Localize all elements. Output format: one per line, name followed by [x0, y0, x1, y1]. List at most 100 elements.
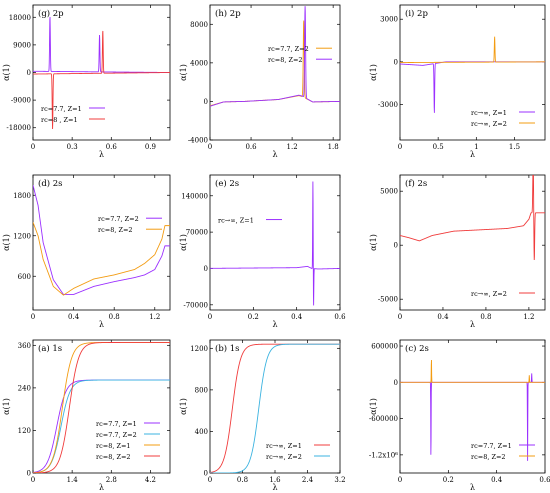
y-tick-label: -1.2x10⁶ [369, 451, 398, 459]
x-tick-label: 1.2 [523, 313, 534, 321]
y-axis-label: α(1) [2, 398, 11, 415]
chart-panel-i: 0 0.5 1 1.5 -3000 0 3000 λ α(1) (i) 2p rc→∞, Z=1 rc… [369, 4, 546, 159]
plot-frame [399, 339, 546, 474]
series-line [400, 61, 545, 113]
x-axis-label: λ [272, 150, 277, 159]
series-line [33, 30, 170, 130]
y-tick-label: -70000 [183, 301, 208, 309]
x-tick-label: 0.4 [491, 476, 503, 484]
legend-label: rc=8 , Z=1 [41, 116, 78, 124]
x-axis-label: λ [272, 320, 277, 329]
y-tick-label: 4000 [190, 59, 208, 67]
chart-title: (i) 2p [405, 8, 428, 19]
legend-label: rc→∞, Z=2 [266, 453, 302, 461]
chart-title: (c) 2s [405, 343, 429, 354]
x-axis-label: λ [470, 320, 475, 329]
plot-frame [399, 174, 546, 311]
y-tick-label: 1200 [190, 345, 208, 353]
y-tick-label: 9000 [13, 41, 31, 49]
chart-panel-b: 0 0.8 1.6 2.4 3.2 0 400 800 1200 λ α(1) (b) 1s rc→∞,… [179, 339, 346, 492]
x-tick-label: 1.6 [269, 476, 281, 484]
legend-label: rc=8, Z=2 [98, 226, 133, 234]
series-line [33, 222, 170, 296]
series-line [210, 181, 340, 306]
y-tick-label: 240 [18, 384, 31, 392]
chart-title: (b) 1s [215, 343, 240, 354]
y-tick-label: 0 [204, 470, 208, 478]
x-axis-label: λ [99, 150, 104, 159]
y-tick-label: 3000 [380, 16, 398, 24]
chart-panel-c: 0 0.2 0.4 0.6 -1.2x10⁶ -600000 0 600000 λ α(1) (c)… [369, 339, 550, 492]
legend-label: rc=7.7, Z=1 [471, 442, 512, 450]
y-tick-label: 0 [394, 58, 398, 66]
y-tick-label: -4000 [188, 137, 208, 145]
legend-label: rc=8, Z=2 [268, 56, 303, 64]
chart-title: (d) 2s [38, 178, 63, 189]
chart-panel-d: 0 0.4 0.8 1.2 600 1200 1800 λ α(1) (d) 2s rc=7.7, … [2, 174, 171, 329]
x-tick-label: 0.6 [539, 476, 550, 484]
plot-frame [32, 174, 171, 311]
x-tick-label: 0.4 [437, 313, 449, 321]
legend-label: rc→∞, Z=1 [471, 109, 507, 117]
y-tick-label: 1200 [13, 232, 31, 240]
x-tick-label: 2.8 [106, 476, 117, 484]
x-axis-label: λ [99, 320, 104, 329]
y-axis-label: α(1) [179, 398, 188, 415]
x-tick-label: 1.2 [287, 143, 298, 151]
chart-panel-a: 0 1.4 2.8 4.2 0 120 240 360 λ α(1) (a) 1s rc=7.7, Z… [2, 339, 171, 492]
y-tick-label: -18000 [6, 124, 31, 132]
x-tick-label: 0 [31, 476, 35, 484]
legend-label: rc=7.7, Z=2 [96, 431, 137, 439]
chart-panel-g: 0 0.3 0.6 0.9 -18000 -9000 0 9000 18000 λ α(1) (g) … [2, 4, 171, 159]
y-tick-label: 0 [394, 242, 398, 250]
x-axis-label: λ [470, 483, 475, 492]
y-tick-label: 8000 [190, 21, 208, 29]
y-tick-label: -3000 [378, 101, 398, 109]
legend-label: rc=7.7, Z=1 [41, 105, 82, 113]
x-tick-label: 1.2 [149, 313, 160, 321]
plot-frame [32, 339, 171, 474]
x-tick-label: 0.4 [68, 313, 80, 321]
x-tick-label: 0.3 [67, 143, 78, 151]
y-tick-label: 360 [18, 342, 31, 350]
y-tick-label: 600 [18, 273, 31, 281]
chart-title: (e) 2s [215, 178, 239, 189]
x-tick-label: 0.6 [334, 313, 346, 321]
y-axis-label: α(1) [369, 64, 378, 81]
x-tick-label: 0.2 [248, 313, 259, 321]
x-tick-label: 0.4 [291, 313, 303, 321]
y-tick-label: 0 [204, 98, 208, 106]
x-tick-label: 0 [398, 313, 402, 321]
x-axis-label: λ [99, 483, 104, 492]
legend-label: rc→∞, Z=1 [218, 217, 254, 225]
y-tick-label: 0 [27, 470, 31, 478]
x-tick-label: 0 [31, 313, 35, 321]
y-tick-label: -600000 [369, 415, 398, 423]
y-axis-label: α(1) [369, 398, 378, 415]
series-line [400, 360, 545, 383]
x-tick-label: 0.6 [106, 143, 118, 151]
x-tick-label: 0 [398, 476, 402, 484]
y-tick-label: 800 [195, 386, 208, 394]
x-tick-label: 0.6 [245, 143, 257, 151]
chart-title: (h) 2p [215, 8, 241, 19]
y-axis-label: α(1) [2, 234, 11, 251]
y-axis-label: α(1) [2, 64, 11, 81]
x-tick-label: 1.4 [67, 476, 79, 484]
y-tick-label: 0 [27, 69, 31, 77]
x-tick-label: 0.2 [443, 476, 454, 484]
x-axis-label: λ [470, 150, 475, 159]
plot-frame [399, 4, 546, 141]
y-tick-label: 0 [394, 379, 398, 387]
x-tick-label: 0.9 [145, 143, 156, 151]
legend-label: rc=7.7, Z=1 [96, 420, 137, 428]
series-line [210, 6, 340, 107]
x-tick-label: 1 [474, 143, 478, 151]
legend-label: rc→∞, Z=1 [266, 442, 302, 450]
y-tick-label: 1800 [13, 192, 31, 200]
chart-title: (a) 1s [38, 343, 62, 354]
x-tick-label: 2.4 [302, 476, 314, 484]
x-tick-label: 0 [208, 313, 212, 321]
